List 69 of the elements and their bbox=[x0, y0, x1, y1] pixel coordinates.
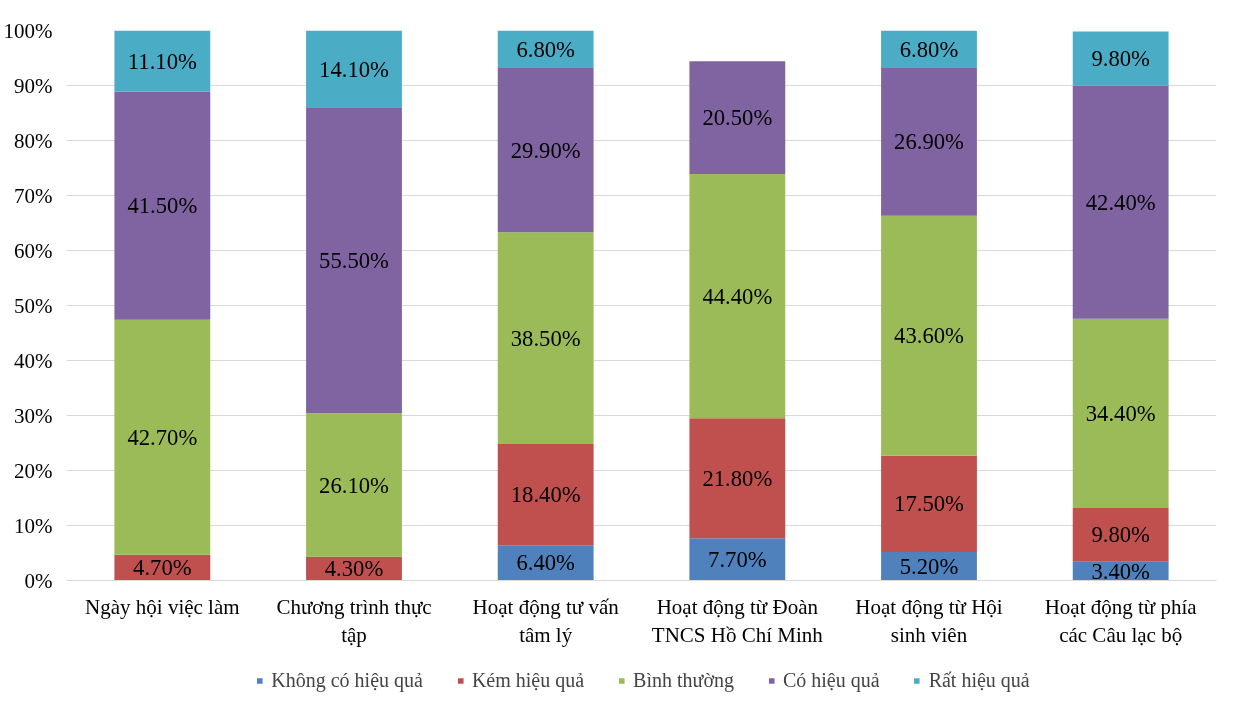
data-label: 43.60% bbox=[894, 323, 965, 349]
data-label: 9.80% bbox=[1091, 46, 1151, 72]
data-label: 41.50% bbox=[127, 193, 198, 219]
data-label: 3.40% bbox=[1091, 558, 1151, 584]
data-label: 6.40% bbox=[516, 550, 576, 576]
y-tick-label: 10% bbox=[14, 513, 53, 538]
y-tick-label: 30% bbox=[14, 403, 53, 428]
bar bbox=[497, 444, 594, 546]
bar bbox=[497, 67, 594, 233]
data-label: 55.50% bbox=[319, 248, 390, 274]
data-label: 21.80% bbox=[702, 465, 773, 491]
legend-label: Có hiệu quả bbox=[782, 668, 880, 692]
bar bbox=[881, 455, 977, 552]
x-tick-label: Hoạt động từ Hội sinh viên bbox=[855, 594, 1003, 648]
x-tick-label: Hoạt động từ phía các Câu lạc bộ bbox=[1044, 594, 1198, 648]
bar bbox=[1072, 318, 1169, 508]
bar bbox=[114, 91, 211, 320]
legend-label: Kém hiệu quả bbox=[471, 668, 585, 692]
data-label: 5.20% bbox=[899, 553, 959, 579]
data-label: 29.90% bbox=[510, 137, 581, 163]
y-tick-label: 80% bbox=[14, 128, 53, 153]
data-label: 6.80% bbox=[516, 36, 576, 62]
data-label: 6.80% bbox=[899, 36, 959, 62]
data-label: 42.40% bbox=[1085, 189, 1156, 215]
data-label: 17.50% bbox=[894, 491, 965, 517]
data-label: 4.70% bbox=[133, 555, 192, 581]
bar bbox=[306, 30, 402, 109]
data-label: 42.70% bbox=[127, 424, 198, 450]
data-label: 44.40% bbox=[702, 283, 773, 309]
y-tick-label: 50% bbox=[14, 293, 53, 318]
bar bbox=[306, 413, 402, 557]
data-label: 20.50% bbox=[702, 105, 773, 131]
data-label: 26.10% bbox=[319, 472, 390, 498]
x-tick-label: Ngày hội việc làm bbox=[85, 594, 240, 619]
y-tick-label: 40% bbox=[14, 348, 53, 373]
y-tick-label: 20% bbox=[14, 458, 53, 483]
bar bbox=[881, 215, 977, 456]
bar bbox=[1072, 31, 1169, 86]
data-label: 18.40% bbox=[510, 482, 581, 508]
data-label: 14.10% bbox=[319, 56, 390, 82]
bar bbox=[689, 61, 786, 175]
data-label: 34.40% bbox=[1085, 400, 1156, 426]
legend-label: Không có hiệu quả bbox=[271, 668, 423, 692]
y-tick-label: 100% bbox=[3, 18, 53, 43]
y-tick-label: 60% bbox=[14, 238, 53, 263]
x-tick-label: Hoạt động từ Đoàn TNCS Hồ Chí Minh bbox=[651, 594, 824, 648]
y-tick-label: 90% bbox=[14, 73, 53, 98]
legend-label: Rất hiệu quả bbox=[928, 668, 1030, 692]
data-label: 26.90% bbox=[894, 129, 965, 155]
bar bbox=[114, 319, 211, 555]
data-label: 7.70% bbox=[708, 546, 767, 572]
bar bbox=[1072, 85, 1169, 319]
bar bbox=[497, 232, 594, 445]
x-tick-label: Hoạt động tư vấn tâm lý bbox=[472, 594, 620, 648]
bar bbox=[689, 538, 786, 581]
y-tick-label: 0% bbox=[24, 568, 53, 593]
bar bbox=[881, 67, 977, 216]
data-label: 38.50% bbox=[510, 325, 581, 351]
data-label: 4.30% bbox=[324, 556, 384, 582]
bar bbox=[689, 418, 786, 539]
bar bbox=[1072, 507, 1169, 562]
bar bbox=[306, 108, 402, 414]
bar bbox=[114, 30, 211, 92]
legend-label: Bình thường bbox=[633, 668, 734, 692]
data-label: 9.80% bbox=[1091, 522, 1151, 548]
x-tick-label: Chương trình thực tập bbox=[276, 594, 432, 648]
y-tick-label: 70% bbox=[14, 183, 53, 208]
bar bbox=[689, 174, 786, 419]
data-label: 11.10% bbox=[127, 48, 197, 74]
